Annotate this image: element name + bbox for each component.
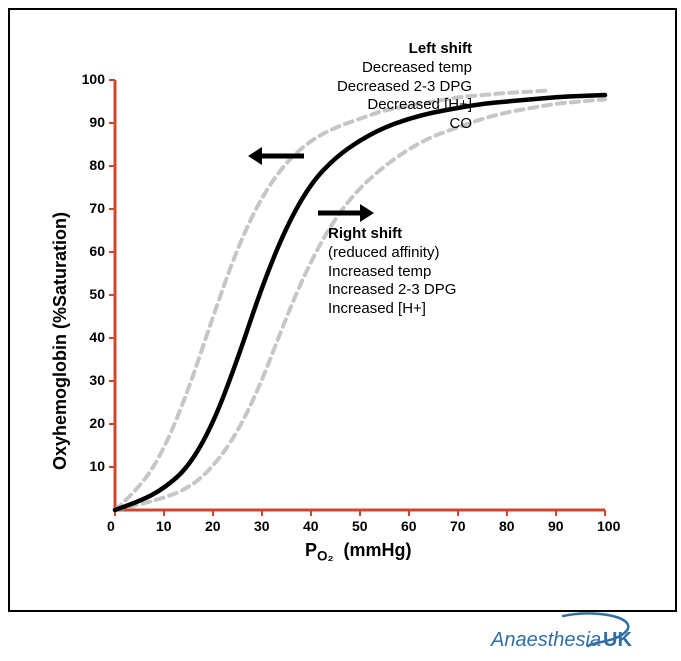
x-tick-label: 90: [548, 518, 564, 534]
y-tick-label: 90: [89, 114, 105, 130]
annotation-title: Right shift: [328, 225, 508, 244]
y-tick-label: 20: [89, 415, 105, 431]
x-tick-label: 10: [156, 518, 172, 534]
annotation-line: Decreased [H+]: [312, 96, 472, 115]
x-tick-label: 20: [205, 518, 221, 534]
y-tick-label: 10: [89, 458, 105, 474]
y-tick-label: 80: [89, 157, 105, 173]
y-tick-label: 50: [89, 286, 105, 302]
y-tick-label: 100: [82, 71, 105, 87]
chart-frame: Oxyhemoglobin (%Saturation) PO₂ (mmHg) L…: [8, 8, 677, 612]
annotation-line: Decreased temp: [312, 59, 472, 78]
annotation-title: Left shift: [312, 40, 472, 59]
left-arrow-icon: [246, 145, 306, 167]
right-arrow-icon: [316, 202, 376, 224]
annotation-line: Increased [H+]: [328, 300, 508, 319]
svg-text:UK: UK: [603, 629, 632, 651]
x-tick-label: 100: [597, 518, 620, 534]
x-tick-label: 40: [303, 518, 319, 534]
svg-text:Anaesthesia: Anaesthesia: [490, 629, 601, 651]
annotation-line: CO: [312, 115, 472, 134]
y-tick-label: 40: [89, 329, 105, 345]
y-tick-label: 30: [89, 372, 105, 388]
annotation-line: Increased temp: [328, 263, 508, 282]
x-tick-label: 80: [499, 518, 515, 534]
annotation-line: (reduced affinity): [328, 244, 508, 263]
logo: AnaesthesiaUK: [443, 612, 663, 656]
x-tick-label: 60: [401, 518, 417, 534]
y-axis-label: Oxyhemoglobin (%Saturation): [50, 212, 71, 470]
left-shift-annotation: Left shiftDecreased tempDecreased 2-3 DP…: [312, 40, 472, 134]
right-shift-annotation: Right shift(reduced affinity)Increased t…: [328, 225, 508, 319]
x-tick-label: 50: [352, 518, 368, 534]
x-tick-label: 70: [450, 518, 466, 534]
logo-swoosh-icon: AnaesthesiaUK: [443, 612, 663, 656]
x-axis-label: PO₂ (mmHg): [305, 540, 412, 564]
annotation-line: Increased 2-3 DPG: [328, 281, 508, 300]
annotation-line: Decreased 2-3 DPG: [312, 78, 472, 97]
x-tick-label: 30: [254, 518, 270, 534]
y-tick-label: 70: [89, 200, 105, 216]
y-tick-label: 60: [89, 243, 105, 259]
x-tick-label: 0: [107, 518, 115, 534]
